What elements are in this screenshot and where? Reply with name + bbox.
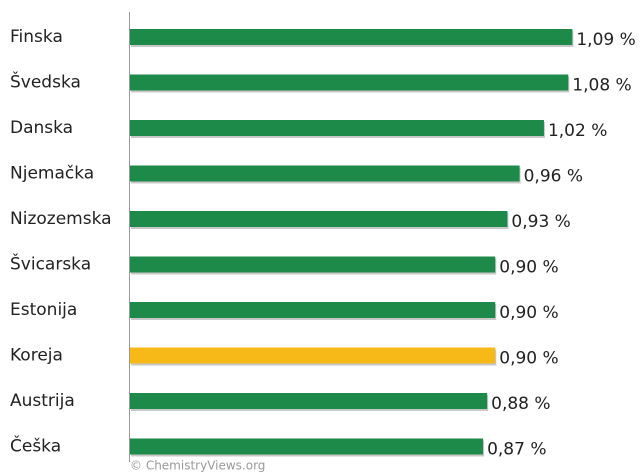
bar: [130, 438, 484, 455]
bar: [130, 393, 488, 409]
value-label: 1,08 %: [572, 76, 631, 96]
category-label: Njemačka: [10, 164, 94, 184]
category-label: Finska: [10, 27, 63, 47]
category-label: Austrija: [10, 391, 75, 411]
value-label: 0,87 %: [487, 440, 546, 460]
bar: [130, 29, 573, 45]
category-label: Nizozemska: [10, 209, 112, 229]
category-label: Švedska: [10, 71, 81, 93]
bar: [130, 120, 544, 136]
value-label: 0,90 %: [499, 258, 558, 278]
value-label: 0,90 %: [499, 303, 558, 323]
category-label: Estonija: [10, 300, 77, 320]
value-label: 1,09 %: [576, 30, 635, 50]
bar: [130, 256, 496, 273]
value-label: 0,96 %: [524, 167, 583, 187]
bar: [130, 302, 496, 318]
watermark: © ChemistryViews.org: [130, 459, 265, 473]
value-label: 0,90 %: [499, 349, 558, 369]
bar: [130, 347, 496, 364]
value-label: 0,93 %: [511, 212, 570, 232]
bar: [130, 211, 508, 227]
value-label: 0,88 %: [491, 394, 550, 414]
bar: [130, 165, 520, 182]
category-label: Danska: [10, 118, 73, 138]
value-label: 1,02 %: [548, 121, 607, 141]
category-label: Češka: [10, 435, 61, 457]
category-label: Koreja: [10, 346, 63, 366]
category-label: Švicarska: [10, 253, 91, 275]
bar: [130, 74, 569, 91]
